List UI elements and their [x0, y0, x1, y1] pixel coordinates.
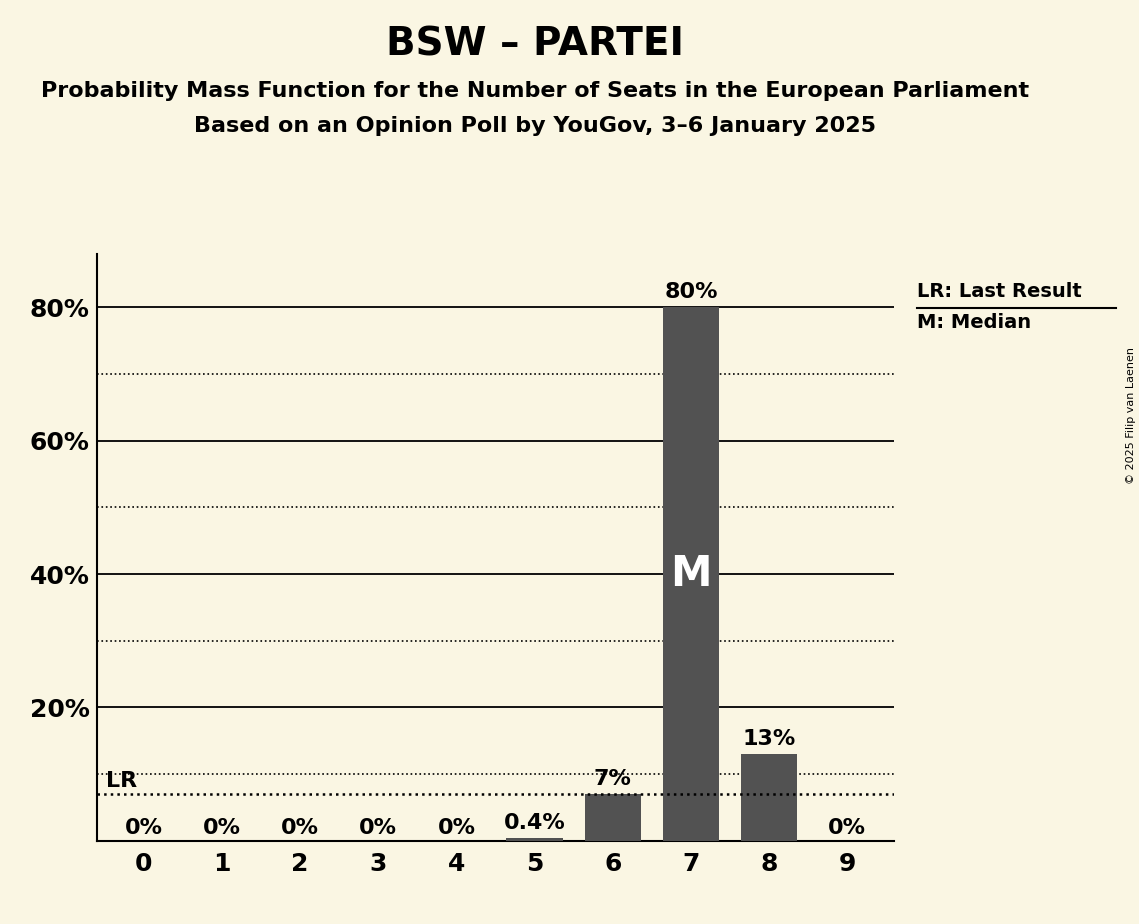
Text: 0.4%: 0.4% [503, 813, 565, 833]
Text: 0%: 0% [359, 818, 398, 837]
Text: 0%: 0% [281, 818, 319, 837]
Text: Probability Mass Function for the Number of Seats in the European Parliament: Probability Mass Function for the Number… [41, 81, 1030, 102]
Text: © 2025 Filip van Laenen: © 2025 Filip van Laenen [1125, 347, 1136, 484]
Text: 13%: 13% [743, 729, 796, 748]
Text: 0%: 0% [437, 818, 475, 837]
Text: LR: LR [106, 771, 138, 791]
Bar [584, 794, 641, 841]
Text: 0%: 0% [203, 818, 240, 837]
Text: M: Median: M: Median [917, 313, 1031, 332]
Bar [740, 754, 797, 841]
Text: LR: Last Result: LR: Last Result [917, 282, 1082, 301]
Text: 7%: 7% [593, 769, 632, 789]
Bar [507, 838, 563, 841]
Text: Based on an Opinion Poll by YouGov, 3–6 January 2025: Based on an Opinion Poll by YouGov, 3–6 … [195, 116, 876, 136]
Text: 0%: 0% [124, 818, 163, 837]
Text: M: M [670, 553, 712, 595]
Text: 0%: 0% [828, 818, 867, 837]
Bar [663, 308, 719, 841]
Text: BSW – PARTEI: BSW – PARTEI [386, 26, 685, 64]
Text: 80%: 80% [664, 282, 718, 302]
